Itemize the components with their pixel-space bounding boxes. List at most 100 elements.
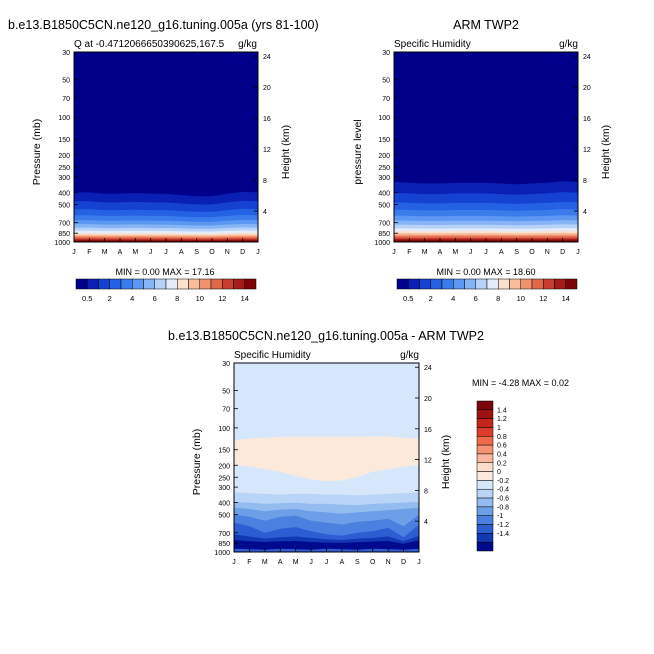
height-tick-label: 20 (263, 85, 271, 92)
colorbar-cell (419, 278, 431, 290)
panel-difference: b.e13.B1850C5CN.ne120_g16.tuning.005a - … (168, 329, 569, 566)
panel-2-title: ARM TWP2 (453, 18, 519, 32)
month-tick-label: M (293, 559, 299, 566)
height-tick-label: 8 (263, 178, 267, 185)
month-tick-label: S (355, 559, 360, 566)
pressure-tick-label: 1000 (54, 240, 70, 247)
height-tick-label: 4 (583, 209, 587, 216)
pressure-tick-label: 700 (378, 221, 390, 228)
colorbar-label: -0.8 (497, 504, 509, 511)
colorbar-label: 0 (497, 469, 501, 476)
month-tick-label: A (499, 249, 504, 256)
colorbar-label: 0.6 (497, 443, 507, 450)
height-tick-label: 16 (263, 116, 271, 123)
colorbar-cell (476, 436, 494, 446)
pressure-tick-label: 400 (378, 190, 390, 197)
colorbar-cell (543, 278, 555, 290)
pressure-tick-label: 850 (218, 541, 230, 548)
month-tick-label: O (209, 249, 215, 256)
pressure-tick-label: 30 (62, 50, 70, 57)
pressure-tick-label: 500 (378, 202, 390, 209)
colorbar-label: 2 (108, 294, 112, 303)
colorbar-cell (476, 462, 494, 472)
pressure-tick-label: 300 (58, 175, 70, 182)
colorbar-label: 0.2 (497, 460, 507, 467)
colorbar-cell (476, 409, 494, 419)
month-tick-label: M (262, 559, 268, 566)
colorbar-cell (98, 278, 110, 290)
month-tick-label: J (325, 559, 329, 566)
month-tick-label: M (452, 249, 458, 256)
colorbar-label: 12 (218, 294, 226, 303)
colorbar-cell (531, 278, 544, 290)
colorbar-label: 6 (474, 294, 478, 303)
pressure-tick-label: 50 (222, 389, 230, 396)
colorbar-cell (210, 278, 223, 290)
pressure-tick-label: 300 (378, 175, 390, 182)
pressure-tick-label: 300 (218, 485, 230, 492)
colorbar-label: -1 (497, 513, 503, 520)
colorbar-cell (165, 278, 178, 290)
colorbar-cell (476, 418, 494, 428)
pressure-tick-label: 200 (218, 463, 230, 470)
colorbar-cell (132, 278, 144, 290)
colorbar-cell (476, 427, 494, 437)
month-tick-label: F (407, 249, 411, 256)
colorbar-cell (233, 278, 245, 290)
month-tick-label: O (529, 249, 535, 256)
colorbar-cell (476, 444, 494, 455)
colorbar-label: 1.4 (497, 407, 507, 414)
height-tick-label: 4 (263, 209, 267, 216)
colorbar-cell (476, 471, 494, 481)
colorbar-label: -0.2 (497, 478, 509, 485)
pressure-tick-label: 1000 (214, 550, 230, 557)
panel-2-ylabel-right: Height (km) (600, 125, 612, 179)
colorbar-label: 10 (517, 294, 525, 303)
colorbar-label: 0.5 (403, 294, 413, 303)
colorbar-cell (75, 278, 88, 290)
panel-1-title: b.e13.B1850C5CN.ne120_g16.tuning.005a (y… (8, 18, 319, 32)
pressure-tick-label: 70 (382, 96, 390, 103)
pressure-tick-label: 200 (58, 153, 70, 160)
panel-2-subtitle-right: g/kg (559, 39, 578, 50)
pressure-tick-label: 70 (62, 96, 70, 103)
pressure-tick-label: 30 (222, 361, 230, 368)
panel-1-stats: MIN = 0.00 MAX = 17.16 (115, 267, 214, 277)
pressure-tick-label: 500 (58, 202, 70, 209)
pressure-tick-label: 850 (378, 231, 390, 238)
panel-3-ylabel: Pressure (mb) (191, 429, 203, 496)
panel-2-stats: MIN = 0.00 MAX = 18.60 (436, 267, 535, 277)
month-tick-label: N (545, 249, 550, 256)
colorbar-cell (476, 541, 494, 552)
colorbar-cell (509, 278, 521, 290)
colorbar-cell (565, 278, 578, 290)
colorbar-label: 4 (130, 294, 134, 303)
colorbar-label: 0.4 (497, 451, 507, 458)
colorbar-cell (188, 278, 200, 290)
panel-2-ylabel: pressure level (352, 119, 364, 184)
pressure-tick-label: 500 (218, 513, 230, 520)
pressure-tick-label: 1000 (374, 240, 390, 247)
colorbar-label: 0.8 (497, 434, 507, 441)
colorbar-cell (199, 278, 212, 290)
colorbar-cell (408, 278, 420, 290)
month-tick-label: O (370, 559, 376, 566)
colorbar-label: 2 (429, 294, 433, 303)
panel-2-plot: 30 50 70 100 150 200 250 300 400 500 700 850 1000 24 2… (374, 50, 590, 256)
month-tick-label: M (132, 249, 138, 256)
height-tick-label: 12 (424, 458, 432, 465)
pressure-tick-label: 250 (378, 165, 390, 172)
pressure-tick-label: 100 (378, 115, 390, 122)
month-tick-label: D (240, 249, 245, 256)
height-tick-label: 24 (263, 54, 271, 61)
colorbar-label: 6 (153, 294, 157, 303)
pressure-tick-label: 250 (218, 475, 230, 482)
colorbar-cell (244, 278, 257, 290)
colorbar-cell (498, 278, 510, 290)
colorbar-label: -0.4 (497, 487, 509, 494)
pressure-tick-label: 200 (378, 153, 390, 160)
month-tick-label: J (149, 249, 153, 256)
colorbar-cell (476, 400, 494, 411)
colorbar-cell (520, 278, 533, 290)
panel-3-ylabel-right: Height (km) (440, 435, 452, 489)
